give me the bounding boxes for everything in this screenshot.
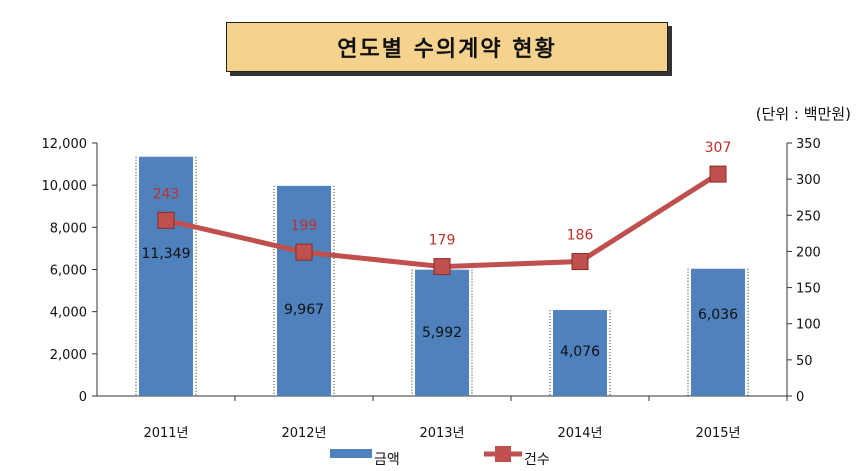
bar	[415, 269, 469, 396]
line-data-label: 199	[291, 218, 318, 234]
bar	[139, 156, 193, 396]
bar-data-label: 9,967	[284, 302, 324, 318]
legend-bar-label: 금액	[374, 452, 400, 468]
line-data-label: 179	[429, 233, 456, 249]
right-tick-label: 150	[796, 282, 821, 297]
line-data-label: 243	[153, 186, 180, 202]
bar	[277, 185, 331, 396]
line-marker	[295, 243, 313, 261]
left-tick-label: 0	[79, 390, 87, 405]
right-tick-label: 200	[796, 245, 821, 260]
left-tick-label: 6,000	[50, 264, 87, 279]
legend-line-marker	[495, 446, 511, 462]
x-tick-label: 2014년	[557, 426, 602, 441]
legend-line-label: 건수	[524, 452, 550, 468]
line-data-label: 186	[567, 228, 594, 244]
left-tick-label: 8,000	[50, 221, 87, 236]
right-tick-label: 50	[796, 354, 813, 369]
x-tick-label: 2012년	[281, 426, 326, 441]
line-marker	[157, 211, 175, 229]
right-tick-label: 350	[796, 137, 821, 152]
x-tick-label: 2013년	[419, 426, 464, 441]
right-tick-label: 300	[796, 173, 821, 188]
line-marker	[433, 258, 451, 276]
x-tick-label: 2015년	[695, 426, 740, 441]
right-tick-label: 100	[796, 318, 821, 333]
left-tick-label: 4,000	[50, 306, 87, 321]
line-series	[165, 171, 720, 270]
bar	[553, 310, 607, 396]
line-marker	[571, 253, 589, 271]
legend-bar-swatch	[330, 449, 372, 458]
right-tick-label: 0	[796, 390, 804, 405]
line-marker	[709, 165, 727, 183]
left-tick-label: 12,000	[42, 137, 88, 152]
bar-data-label: 4,076	[560, 344, 600, 360]
left-tick-label: 10,000	[42, 179, 88, 194]
x-tick-label: 2011년	[143, 426, 188, 441]
bar-data-label: 6,036	[698, 307, 738, 323]
bar	[691, 268, 745, 396]
bar-data-label: 5,992	[422, 325, 462, 341]
unit-label: (단위 : 백만원)	[755, 105, 851, 123]
left-tick-label: 2,000	[50, 348, 87, 363]
chart-title: 연도별 수의계약 현황	[226, 22, 668, 72]
line-data-label: 307	[705, 140, 732, 156]
bar-data-label: 11,349	[142, 246, 191, 262]
right-tick-label: 250	[796, 209, 821, 224]
